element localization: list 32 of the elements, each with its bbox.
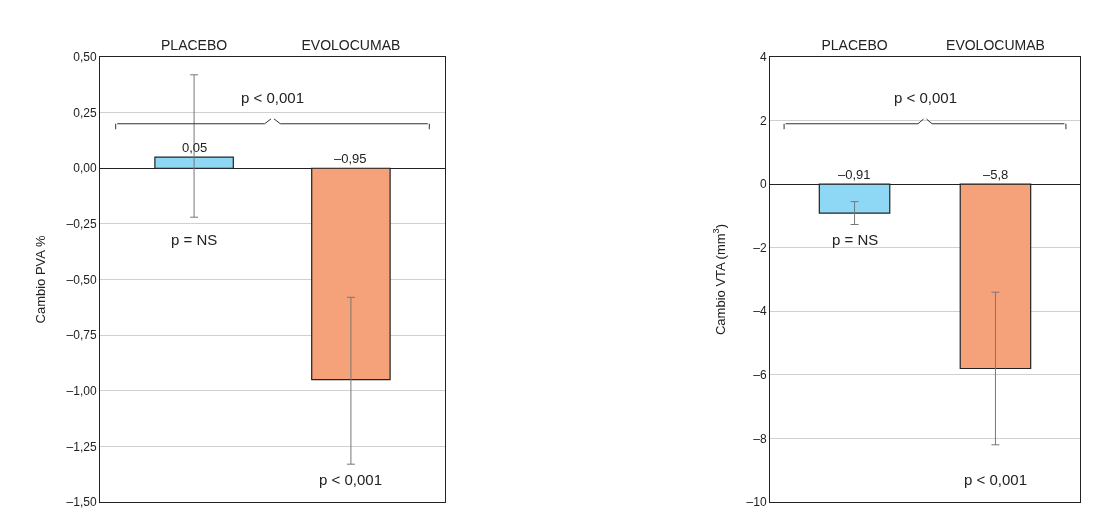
y-tick-label: –8 <box>753 431 767 446</box>
y-tick-label: –10 <box>746 495 767 510</box>
y-tick-label: 0 <box>759 177 767 192</box>
y-tick-label: 2 <box>759 113 767 128</box>
annotation: p = NS <box>832 231 879 248</box>
y-tick-label: 0,25 <box>73 105 97 120</box>
y-tick-label: –0,25 <box>66 217 97 232</box>
x-tick-label: PLACEBO <box>161 37 228 54</box>
y-tick-label: 4 <box>759 50 767 65</box>
y-tick-label: –4 <box>753 304 767 319</box>
data-label: –5,8 <box>983 167 1009 182</box>
y-tick-label: 0,00 <box>73 161 97 176</box>
x-tick-label: EVOLOCUMAB <box>946 37 1045 54</box>
y-tick-label: 0,50 <box>73 50 97 65</box>
y-tick-label: –1,50 <box>66 495 97 510</box>
annotation: p < 0,001 <box>241 89 304 106</box>
y-tick-label: –2 <box>753 240 767 255</box>
y-tick-label: –0,50 <box>66 272 97 287</box>
data-label: 0,05 <box>182 140 208 155</box>
y-tick-label: –6 <box>753 368 767 383</box>
data-label: –0,95 <box>334 151 367 166</box>
x-tick-label: EVOLOCUMAB <box>301 37 401 54</box>
y-axis-title: Cambio PVA % <box>32 235 48 324</box>
y-tick-label: –1,00 <box>66 383 97 398</box>
y-tick-label: –1,25 <box>66 439 97 454</box>
x-tick-label: PLACEBO <box>821 37 888 54</box>
annotation: p < 0,001 <box>964 471 1027 488</box>
y-tick-label: –0,75 <box>66 328 97 343</box>
annotation: p < 0,001 <box>319 471 382 488</box>
annotation: p = NS <box>171 231 218 248</box>
annotation: p < 0,001 <box>894 89 957 106</box>
data-label: –0,91 <box>838 167 871 182</box>
